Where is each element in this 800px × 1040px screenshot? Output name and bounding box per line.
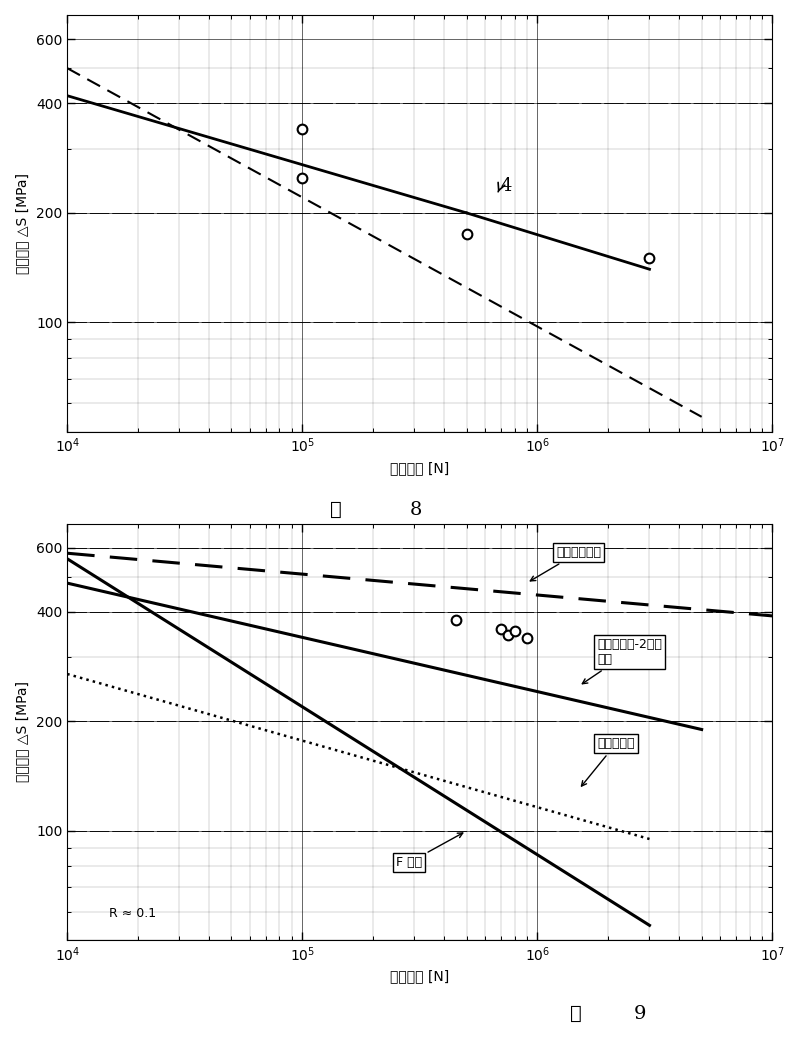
Text: 8: 8 (410, 501, 422, 519)
Y-axis label: 应力范围 △S [MPa]: 应力范围 △S [MPa] (15, 681, 29, 782)
X-axis label: 循环次数 [N]: 循环次数 [N] (390, 969, 450, 984)
Text: 4: 4 (498, 177, 512, 194)
Text: 图: 图 (570, 1006, 582, 1023)
Text: R ≈ 0.1: R ≈ 0.1 (109, 907, 156, 920)
Y-axis label: 应力范围 △S [MPa]: 应力范围 △S [MPa] (15, 173, 29, 274)
Text: 锤击，平均-2标准
偏差: 锤击，平均-2标准 偏差 (582, 638, 662, 683)
X-axis label: 循环次数 [N]: 循环次数 [N] (390, 461, 450, 475)
Text: 9: 9 (634, 1006, 646, 1023)
Text: 锤击，平均线: 锤击，平均线 (530, 546, 601, 581)
Text: 图: 图 (330, 501, 342, 519)
Text: F 设计: F 设计 (396, 833, 462, 869)
Text: 焊后，平均: 焊后，平均 (582, 737, 635, 786)
